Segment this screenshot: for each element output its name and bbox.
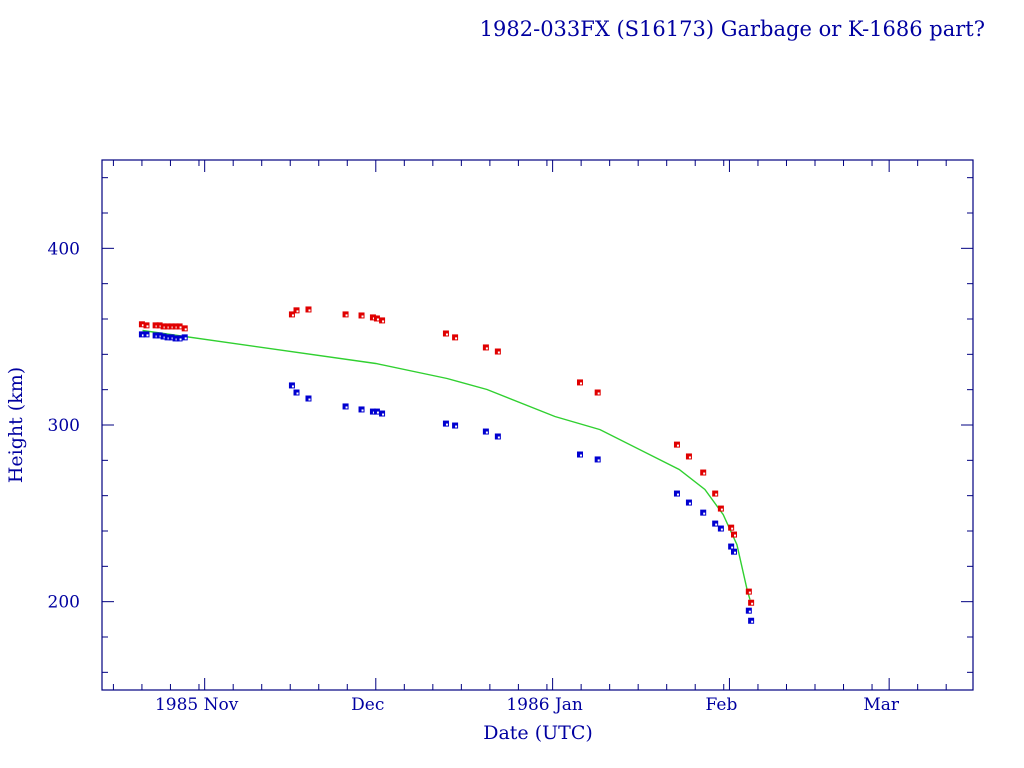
x-axis-label: Date (UTC) bbox=[483, 722, 593, 744]
apogee-point-mark bbox=[345, 314, 348, 317]
y-tick-label: 300 bbox=[48, 416, 80, 436]
perigee-point-mark bbox=[184, 337, 187, 340]
perigee-point-mark bbox=[720, 528, 723, 531]
perigee-point-mark bbox=[146, 334, 149, 337]
perigee-point-mark bbox=[308, 398, 311, 401]
perigee-point-mark bbox=[141, 334, 144, 337]
x-tick-label: Dec bbox=[351, 695, 384, 715]
perigee-point-mark bbox=[179, 338, 182, 341]
x-tick-label: Mar bbox=[863, 695, 900, 715]
apogee-point-mark bbox=[445, 333, 448, 336]
plot-frame bbox=[101, 159, 974, 691]
perigee-point-mark bbox=[485, 431, 488, 434]
apogee-point-mark bbox=[751, 602, 754, 605]
x-tick-label: 1986 Jan bbox=[506, 695, 583, 715]
apogee-point-mark bbox=[748, 591, 751, 594]
apogee-point-mark bbox=[703, 472, 706, 475]
apogee-point-mark bbox=[382, 320, 385, 323]
apogee-point-mark bbox=[296, 310, 299, 313]
mean-height-line bbox=[142, 329, 751, 600]
data-points bbox=[138, 306, 755, 624]
apogee-point-mark bbox=[485, 347, 488, 350]
chart-title: 1982-033FX (S16173) Garbage or K-1686 pa… bbox=[480, 17, 985, 41]
x-tick-label: Feb bbox=[706, 695, 738, 715]
y-tick-label: 400 bbox=[48, 239, 80, 259]
perigee-point-mark bbox=[734, 551, 737, 554]
apogee-point-mark bbox=[376, 318, 379, 321]
apogee-point-mark bbox=[731, 527, 734, 530]
perigee-point-mark bbox=[497, 436, 500, 439]
apogee-point-mark bbox=[291, 314, 294, 317]
apogee-point-mark bbox=[184, 328, 187, 331]
perigee-point-mark bbox=[296, 392, 299, 395]
apogee-point-mark bbox=[497, 351, 500, 354]
perigee-point-mark bbox=[751, 620, 754, 623]
x-tick-label: 1985 Nov bbox=[155, 695, 239, 715]
mean-height-curve bbox=[142, 329, 751, 600]
y-axis-label: Height (km) bbox=[5, 367, 27, 483]
apogee-point-mark bbox=[361, 315, 364, 318]
axis-ticks bbox=[102, 160, 973, 690]
x-tick-labels: 1985 Nov Dec 1986 Jan Feb Mar bbox=[155, 695, 900, 715]
perigee-point-mark bbox=[579, 454, 582, 457]
perigee-point-mark bbox=[688, 502, 691, 505]
apogee-point-mark bbox=[720, 508, 723, 511]
apogee-point-mark bbox=[597, 392, 600, 395]
perigee-point-mark bbox=[731, 546, 734, 549]
apogee-point-mark bbox=[179, 326, 182, 329]
apogee-point-mark bbox=[734, 534, 737, 537]
perigee-point-mark bbox=[445, 423, 448, 426]
perigee-point-mark bbox=[382, 413, 385, 416]
apogee-point-mark bbox=[715, 493, 718, 496]
perigee-point-mark bbox=[291, 385, 294, 388]
y-tick-label: 200 bbox=[48, 593, 80, 613]
perigee-point-mark bbox=[376, 411, 379, 414]
perigee-point-mark bbox=[361, 409, 364, 412]
y-tick-labels: 200 300 400 bbox=[48, 239, 80, 612]
apogee-point-mark bbox=[455, 337, 458, 340]
apogee-point-mark bbox=[579, 382, 582, 385]
apogee-point-mark bbox=[308, 309, 311, 312]
apogee-point-mark bbox=[688, 456, 691, 459]
perigee-point-mark bbox=[703, 512, 706, 515]
apogee-point-mark bbox=[141, 324, 144, 327]
perigee-point-mark bbox=[676, 493, 679, 496]
apogee-point-mark bbox=[676, 444, 679, 447]
perigee-point-mark bbox=[715, 523, 718, 526]
apogee-point-mark bbox=[146, 325, 149, 328]
perigee-point-mark bbox=[597, 459, 600, 462]
perigee-point-mark bbox=[748, 610, 751, 613]
perigee-point-mark bbox=[455, 425, 458, 428]
perigee-point-mark bbox=[345, 406, 348, 409]
